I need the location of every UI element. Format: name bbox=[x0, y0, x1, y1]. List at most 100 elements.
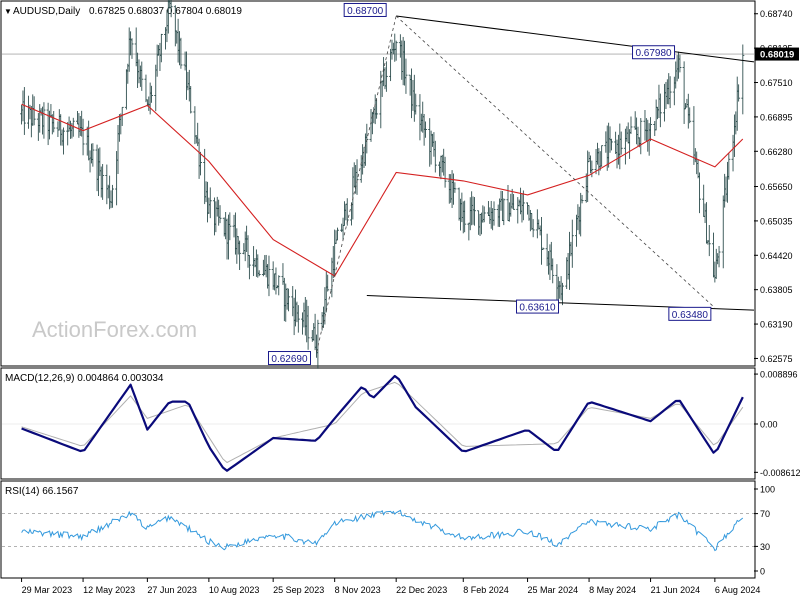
ohlc-bar bbox=[541, 247, 545, 250]
level-label-text: 0.68700 bbox=[347, 6, 384, 17]
moving-average-layer bbox=[21, 103, 744, 277]
date-tick-label: 8 Feb 2024 bbox=[463, 585, 509, 595]
dotted-rally-line bbox=[316, 15, 397, 353]
ohlc-bar bbox=[678, 54, 682, 73]
rsi-tick-label: 30 bbox=[760, 542, 770, 552]
ohlc-bar bbox=[658, 93, 662, 128]
ohlc-bar bbox=[512, 194, 516, 210]
price-bars bbox=[20, 0, 745, 369]
ohlc-bar bbox=[639, 118, 643, 155]
level-label-box bbox=[516, 299, 560, 314]
ohlc-bar bbox=[384, 61, 388, 92]
ohlc-bar bbox=[144, 74, 148, 103]
level-label: 0.63610 bbox=[516, 299, 560, 314]
ohlc-bar bbox=[414, 93, 418, 115]
ohlc-bar bbox=[296, 305, 300, 333]
price-tick-label: 0.66895 bbox=[760, 112, 793, 122]
ohlc-bar bbox=[482, 206, 486, 223]
ohlc-bar bbox=[433, 140, 437, 173]
ohlc-bar bbox=[277, 275, 281, 296]
price-tick-label: 0.66280 bbox=[760, 147, 793, 157]
date-tick-label: 10 Aug 2023 bbox=[209, 585, 260, 595]
date-tick-label: 21 Jun 2024 bbox=[651, 585, 701, 595]
ohlc-bar bbox=[238, 240, 242, 270]
ohlc-bar bbox=[521, 190, 525, 221]
watermark: ActionForex.com bbox=[32, 317, 197, 342]
ohlc-bar bbox=[424, 121, 428, 138]
ohlc-bar bbox=[22, 87, 26, 135]
ohlc-bar bbox=[463, 200, 467, 233]
price-tick-label: 0.63190 bbox=[760, 320, 793, 330]
ohlc-bar bbox=[629, 116, 633, 134]
macd-panel-frame bbox=[0, 367, 756, 480]
ohlc-bar bbox=[62, 127, 66, 155]
level-label-text: 0.63610 bbox=[519, 303, 556, 314]
price-tick-label: 0.65650 bbox=[760, 182, 793, 192]
price-axis: 0.687400.681250.675100.668950.662800.656… bbox=[754, 9, 799, 364]
ohlc-bar bbox=[189, 85, 193, 114]
ohlc-bar bbox=[580, 194, 584, 204]
rsi-line bbox=[21, 509, 744, 552]
ohlc-bar bbox=[570, 219, 574, 268]
level-label-box bbox=[267, 351, 311, 366]
ohlc-bar bbox=[101, 164, 105, 200]
ohlc-bar bbox=[198, 151, 202, 176]
date-tick-label: 29 Mar 2023 bbox=[22, 585, 73, 595]
ohlc-bar bbox=[443, 156, 447, 188]
resistance-trendline bbox=[396, 15, 755, 63]
price-panel-frame bbox=[0, 0, 756, 367]
ohlc-bar bbox=[179, 37, 183, 69]
rsi-layer: 100 70 30 0 bbox=[2, 485, 775, 577]
level-label-box bbox=[343, 2, 387, 17]
date-tick-label: 25 Mar 2024 bbox=[528, 585, 579, 595]
ohlc-bar bbox=[81, 118, 85, 156]
level-label: 0.67980 bbox=[632, 45, 676, 60]
date-tick-label: 12 May 2023 bbox=[83, 585, 135, 595]
date-tick-label: 8 May 2024 bbox=[589, 585, 636, 595]
dotted-decline-line bbox=[395, 15, 716, 309]
ohlc-bar bbox=[335, 227, 339, 241]
ohlc-bar bbox=[688, 107, 692, 124]
ohlc-bar bbox=[257, 270, 261, 277]
macd-main-line bbox=[21, 374, 744, 472]
macd-signal-line bbox=[21, 381, 744, 463]
price-tick-label: 0.62575 bbox=[760, 354, 793, 364]
ohlc-bar bbox=[531, 219, 535, 238]
ohlc-bar bbox=[169, 0, 173, 18]
level-label: 0.68700 bbox=[343, 2, 387, 17]
price-tick-label: 0.65035 bbox=[760, 216, 793, 226]
price-tick-label: 0.64420 bbox=[760, 251, 793, 261]
ohlc-bar bbox=[697, 172, 701, 214]
level-label-text: 0.62690 bbox=[271, 354, 308, 365]
macd-tick-label: -0.008612 bbox=[760, 468, 800, 478]
rsi-tick-label: 100 bbox=[760, 485, 775, 495]
ohlc-bar bbox=[130, 38, 134, 59]
ohlc-bar bbox=[52, 111, 56, 133]
rsi-title: RSI(14) 66.1567 bbox=[5, 486, 79, 497]
price-tick-label: 0.67510 bbox=[760, 78, 793, 88]
ohlc-bar bbox=[218, 205, 222, 224]
ohlc-bar bbox=[375, 99, 379, 119]
date-tick-label: 27 Jun 2023 bbox=[147, 585, 197, 595]
ohlc-bar bbox=[590, 160, 594, 178]
ohlc-bar bbox=[355, 159, 359, 195]
ohlc-bar bbox=[727, 153, 731, 180]
moving-average-line bbox=[21, 103, 744, 277]
rsi-panel-frame bbox=[0, 480, 756, 579]
ohlc-bar bbox=[707, 224, 711, 257]
macd-tick-label: 0.008896 bbox=[760, 370, 798, 380]
ohlc-bar bbox=[42, 102, 46, 139]
ohlc-bar bbox=[668, 76, 672, 109]
ohlc-bar bbox=[247, 255, 251, 280]
date-tick-label: 25 Sep 2023 bbox=[273, 585, 324, 595]
price-tick-label: 0.63805 bbox=[760, 285, 793, 295]
ohlc-bar bbox=[379, 70, 383, 129]
level-label-text: 0.63480 bbox=[672, 310, 709, 321]
ohlc-bar bbox=[561, 282, 565, 306]
ohlc-bar bbox=[741, 44, 745, 115]
ohlc-bar bbox=[619, 131, 623, 155]
date-axis: 29 Mar 2023 12 May 2023 27 Jun 2023 10 Aug … bbox=[21, 578, 760, 595]
level-label: 0.62690 bbox=[267, 351, 311, 366]
ohlc-bar bbox=[737, 84, 741, 102]
